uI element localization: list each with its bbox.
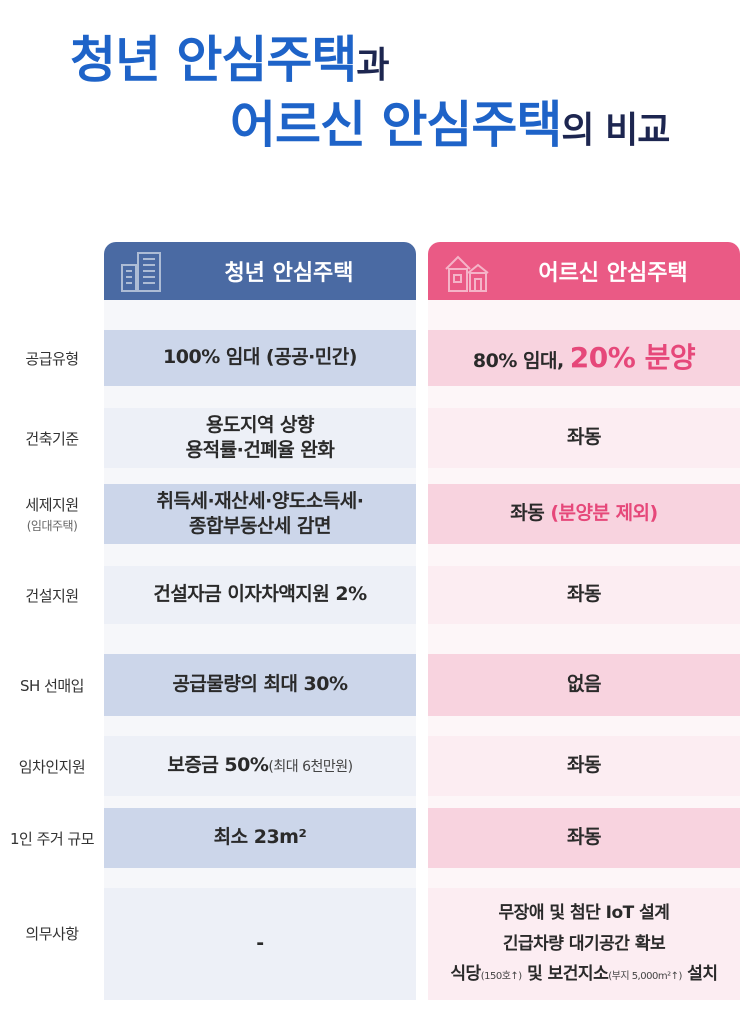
- elder-unit-size: 좌동: [428, 808, 740, 868]
- youth-supply-type: 100% 임대 (공공·민간): [104, 330, 416, 386]
- spacer: [104, 386, 416, 408]
- elder-obligations: 무장애 및 첨단 IoT 설계 긴급차량 대기공간 확보 식당(150호↑) 및…: [428, 888, 740, 1000]
- title-youth-housing: 청년 안심주택: [70, 31, 357, 89]
- column-header-elder: 어르신 안심주택: [428, 242, 740, 300]
- youth-unit-size: 최소 23m²: [104, 808, 416, 868]
- page-title-line2: 어르신 안심주택의 비교: [230, 85, 670, 157]
- row-label-unit-size: 1인 주거 규모: [9, 829, 95, 848]
- spacer: [104, 624, 416, 654]
- youth-tax-support: 취득세·재산세·양도소득세· 종합부동산세 감면: [104, 484, 416, 544]
- house-icon: [445, 255, 489, 292]
- column-title-youth: 청년 안심주택: [224, 261, 354, 286]
- spacer: [428, 868, 740, 888]
- column-title-elder: 어르신 안심주택: [538, 261, 688, 286]
- title-elder-housing: 어르신 안심주택: [230, 96, 562, 154]
- row-label-sh-purchase: SH 선매입: [20, 676, 84, 695]
- youth-building-standard: 용도지역 상향 용적률·건폐율 완화: [104, 408, 416, 468]
- spacer: [428, 544, 740, 566]
- spacer: [104, 716, 416, 736]
- youth-tenant-support: 보증금 50%(최대 6천만원): [104, 736, 416, 796]
- spacer: [428, 386, 740, 408]
- spacer: [428, 468, 740, 484]
- row-label-building-standard: 건축기준: [25, 429, 79, 448]
- spacer: [104, 300, 416, 330]
- spacer: [104, 468, 416, 484]
- row-label-tax-support: 세제지원 (임대주택): [25, 496, 79, 533]
- elder-tenant-support: 좌동: [428, 736, 740, 796]
- youth-construction-support: 건설자금 이자차액지원 2%: [104, 566, 416, 624]
- youth-obligations: -: [104, 888, 416, 1000]
- row-label-construction-support: 건설지원: [25, 586, 79, 605]
- building-icon: [121, 252, 161, 292]
- elder-sh-purchase: 없음: [428, 654, 740, 716]
- page-title-line1: 청년 안심주택과: [70, 20, 390, 92]
- spacer: [428, 716, 740, 736]
- spacer: [104, 868, 416, 888]
- elder-construction-support: 좌동: [428, 566, 740, 624]
- elder-supply-type: 80% 임대, 20% 분양: [428, 330, 740, 386]
- row-label-supply-type: 공급유형: [25, 349, 79, 368]
- title-comparison: 의 비교: [561, 110, 670, 151]
- column-header-youth: 청년 안심주택: [104, 242, 416, 300]
- elder-building-standard: 좌동: [428, 408, 740, 468]
- row-label-obligations: 의무사항: [25, 924, 79, 943]
- title-connector: 과: [356, 45, 389, 86]
- spacer: [428, 796, 740, 808]
- spacer: [104, 544, 416, 566]
- row-label-tenant-support: 임차인지원: [18, 757, 86, 776]
- elder-tax-support: 좌동 (분양분 제외): [428, 484, 740, 544]
- youth-sh-purchase: 공급물량의 최대 30%: [104, 654, 416, 716]
- spacer: [104, 796, 416, 808]
- spacer: [428, 300, 740, 330]
- spacer: [428, 624, 740, 654]
